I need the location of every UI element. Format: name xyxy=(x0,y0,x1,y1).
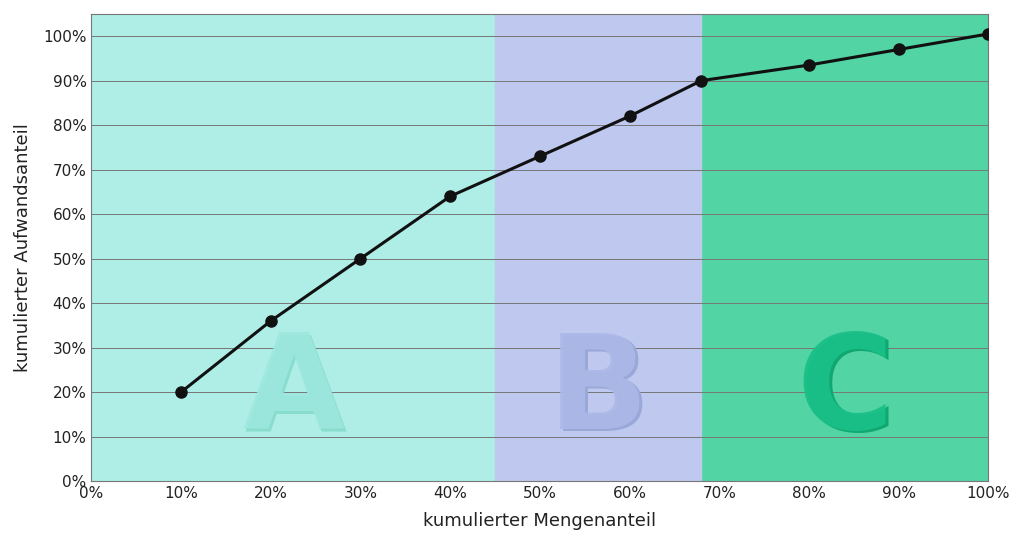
Y-axis label: kumulierter Aufwandsanteil: kumulierter Aufwandsanteil xyxy=(14,123,32,372)
Text: C: C xyxy=(799,331,896,458)
Text: C: C xyxy=(797,329,893,456)
Text: A: A xyxy=(245,331,347,458)
Bar xyxy=(91,14,495,481)
Text: B: B xyxy=(551,331,651,458)
Text: A: A xyxy=(242,329,344,456)
X-axis label: kumulierter Mengenanteil: kumulierter Mengenanteil xyxy=(423,512,656,530)
Bar xyxy=(495,14,701,481)
Text: B: B xyxy=(548,329,648,456)
